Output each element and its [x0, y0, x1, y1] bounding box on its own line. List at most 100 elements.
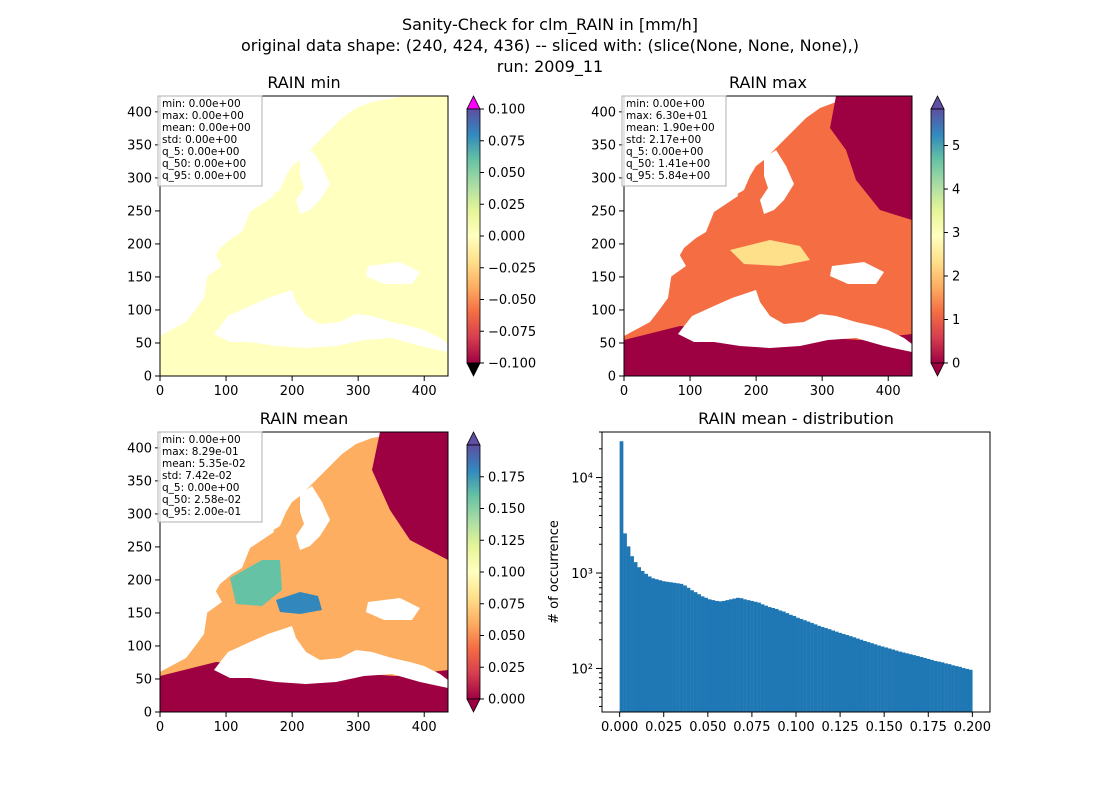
histogram-bar	[898, 651, 903, 712]
atlantic-coast-wet	[230, 560, 282, 606]
x-tick-label: 200	[280, 384, 305, 399]
histogram-bar	[813, 624, 818, 712]
stats-line: min: 0.00e+00	[162, 434, 241, 446]
histogram-bar	[679, 583, 684, 712]
y-tick-label: 400	[127, 441, 152, 456]
panel-rain-mean-distribution: RAIN mean - distribution # of occurrence…	[547, 409, 991, 735]
panel-rain-max: RAIN max 0 100 200 300 400050100150200250300…	[591, 73, 960, 399]
stats-line: q_50: 1.41e+00	[626, 158, 710, 170]
colorbar-gradient	[930, 108, 945, 364]
stats-box-frame	[621, 95, 727, 187]
x-tick-label: 0.075	[733, 720, 770, 735]
histogram-bar	[880, 646, 885, 712]
histogram-bar	[961, 668, 966, 712]
histogram-bar	[803, 620, 807, 712]
histogram-bar	[954, 666, 959, 712]
histogram-bar	[746, 600, 751, 712]
histogram-bar	[743, 599, 747, 712]
axis-ticks: 0 100 200 300 400 0 50 100 150 200 250 300 350 400	[127, 441, 436, 735]
histogram-bar	[626, 546, 631, 712]
x-tick-label: 400	[876, 384, 901, 399]
y-tick-label: 50	[599, 336, 616, 351]
colorbar-tick-label: 0.125	[488, 534, 525, 549]
colorbar-tick-label: −0.025	[488, 261, 536, 276]
histogram-bar	[654, 579, 659, 712]
y-tick-label: 400	[591, 105, 616, 120]
histogram-bar	[633, 562, 638, 712]
histogram-bar	[894, 650, 899, 712]
histogram-bar	[806, 621, 811, 712]
land-mask	[624, 96, 912, 376]
histogram-bar	[690, 590, 694, 712]
histogram-bar	[700, 596, 705, 712]
y-tick-label: 250	[127, 540, 152, 555]
colorbar-tick-label: 0.100	[488, 103, 525, 118]
y-tick-label: 0	[608, 370, 616, 385]
y-tick-label: 50	[135, 336, 152, 351]
histogram-bar	[915, 656, 920, 712]
y-tick-label: 250	[127, 204, 152, 219]
plot-frame	[623, 95, 913, 377]
colorbar-extend-max	[930, 95, 945, 110]
y-tick-label: 200	[127, 573, 152, 588]
histogram-bar	[792, 615, 797, 712]
y-tick-label: 350	[591, 138, 616, 153]
suptitle-line-1: Sanity-Check for clm_RAIN in [mm/h]	[402, 15, 698, 35]
stats-line: mean: 5.35e-02	[162, 458, 246, 470]
suptitle-line-2: original data shape: (240, 424, 436) -- …	[241, 36, 859, 55]
x-tick-label: 300	[810, 384, 835, 399]
histogram-bar	[619, 441, 624, 712]
alps-wet-band	[730, 240, 810, 266]
histogram-bar	[863, 641, 867, 712]
stats-line: q_50: 0.00e+00	[162, 158, 246, 170]
histogram-bar	[901, 652, 906, 712]
colorbar-extend-min	[466, 698, 481, 713]
panel-rain-min: RAIN min 0 100 200 300 400 0 50 100 150 200 250 300…	[127, 73, 536, 399]
colorbar-extend-min	[930, 362, 945, 377]
panel-title: RAIN max	[729, 73, 807, 92]
colorbar-tick-label: 4	[952, 183, 960, 198]
histogram-bar	[887, 648, 892, 712]
colorbar-tick-label: 0.000	[488, 230, 525, 245]
y-tick-label: 100	[127, 303, 152, 318]
land-mask	[160, 432, 448, 712]
histogram-bar	[855, 638, 860, 712]
colorbar-tick-label: 0.075	[488, 134, 525, 149]
stats-line: std: 2.17e+00	[626, 134, 701, 146]
histogram-bar	[640, 570, 645, 712]
stats-line: max: 8.29e-01	[162, 446, 239, 458]
y-tick-label: 0	[144, 706, 152, 721]
y-tick-label: 150	[591, 270, 616, 285]
histogram-bar	[711, 600, 716, 712]
histogram-bar	[728, 599, 733, 712]
y-tick-label: 100	[127, 639, 152, 654]
histogram-bar	[937, 661, 941, 712]
x-tick-label: 400	[412, 720, 437, 735]
stats-line: min: 0.00e+00	[162, 98, 241, 110]
stats-line: mean: 0.00e+00	[162, 122, 251, 134]
histogram-bar	[951, 665, 955, 712]
histogram-bar	[637, 567, 641, 712]
histogram-bar	[693, 592, 698, 712]
histogram-bar	[834, 631, 839, 712]
y-tick-label: 100	[591, 303, 616, 318]
stats-line: q_5: 0.00e+00	[162, 146, 239, 158]
y-tick-label: 350	[127, 474, 152, 489]
y-tick-label: 200	[591, 237, 616, 252]
colorbar-tick-label: 0.075	[488, 597, 525, 612]
histogram-bar	[866, 642, 871, 712]
x-tick-label: 0.000	[601, 720, 638, 735]
x-tick-label: 0.025	[645, 720, 682, 735]
colorbar-tick-label: 0.025	[488, 661, 525, 676]
stats-line: q_50: 2.58e-02	[162, 494, 241, 506]
colorbar-tick-label: −0.050	[488, 293, 536, 308]
stats-line: std: 7.42e-02	[162, 470, 232, 482]
bay-of-biscay	[650, 252, 686, 276]
colorbar: 0.175 0.150 0.125 0.100 0.075 0.050 0.025 0.000	[466, 431, 525, 713]
histogram-bar	[647, 576, 652, 712]
mediterranean-sea	[214, 626, 448, 688]
histogram-bar	[820, 626, 825, 712]
histogram-bar	[870, 643, 874, 712]
stats-line: std: 0.00e+00	[162, 134, 237, 146]
